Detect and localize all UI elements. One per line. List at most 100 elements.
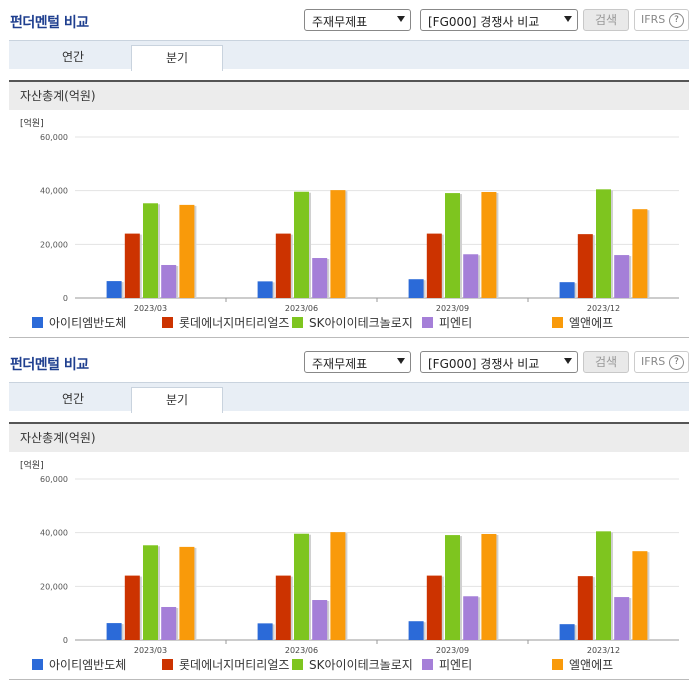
- x-tick-label: 2023/12: [587, 646, 620, 654]
- bar[interactable]: [106, 281, 122, 298]
- bar[interactable]: [408, 279, 424, 298]
- section-header: 자산총계(억원): [9, 422, 689, 452]
- compare-group-value: [FG000] 경쟁사 비교: [428, 15, 540, 29]
- compare-group-value: [FG000] 경쟁사 비교: [428, 357, 540, 371]
- bar[interactable]: [124, 233, 140, 298]
- ifrs-button[interactable]: IFRS ?: [634, 351, 689, 373]
- bar[interactable]: [614, 255, 630, 298]
- bar[interactable]: [275, 575, 291, 640]
- bar[interactable]: [257, 623, 273, 640]
- compare-group-select[interactable]: [FG000] 경쟁사 비교: [420, 9, 578, 31]
- bar[interactable]: [445, 193, 460, 298]
- panel-title: 펀더멘털 비교: [10, 15, 89, 31]
- bar[interactable]: [426, 575, 442, 640]
- bar[interactable]: [596, 531, 611, 640]
- ifrs-button[interactable]: IFRS ?: [634, 9, 689, 31]
- y-tick-label: 60,000: [40, 133, 68, 142]
- help-icon[interactable]: ?: [669, 355, 684, 370]
- bar[interactable]: [143, 545, 158, 640]
- bar[interactable]: [445, 535, 460, 640]
- x-tick-label: 2023/06: [285, 304, 318, 312]
- legend-label: 엘앤에프: [569, 316, 614, 330]
- legend-swatch: [32, 317, 43, 328]
- legend-item[interactable]: 아이티엠반도체: [32, 656, 126, 673]
- x-tick-label: 2023/09: [436, 304, 469, 312]
- legend-item[interactable]: SK아이이테크놀로지: [292, 314, 413, 331]
- bar[interactable]: [330, 190, 346, 298]
- bar[interactable]: [463, 596, 479, 640]
- statement-type-value: 주재무제표: [312, 15, 368, 29]
- bar[interactable]: [632, 209, 648, 298]
- x-tick-label: 2023/09: [436, 646, 469, 654]
- legend-swatch: [552, 659, 563, 670]
- search-button[interactable]: 검색: [583, 351, 629, 373]
- statement-type-select[interactable]: 주재무제표: [304, 351, 411, 373]
- y-tick-label: 20,000: [40, 240, 68, 249]
- bar[interactable]: [294, 191, 309, 298]
- bar[interactable]: [596, 189, 611, 298]
- period-tabs: 연간 분기: [9, 40, 689, 71]
- bar[interactable]: [179, 204, 195, 298]
- y-tick-label: 20,000: [40, 582, 68, 591]
- search-button[interactable]: 검색: [583, 9, 629, 31]
- legend-label: SK아이이테크놀로지: [309, 658, 413, 672]
- bar[interactable]: [632, 551, 648, 640]
- bar[interactable]: [179, 546, 195, 640]
- bar[interactable]: [481, 192, 497, 298]
- legend-item[interactable]: 롯데에너지머티리얼즈: [162, 656, 293, 673]
- legend-item[interactable]: 아이티엠반도체: [32, 314, 126, 331]
- legend-label: 롯데에너지머티리얼즈: [179, 316, 290, 330]
- legend-swatch: [162, 659, 173, 670]
- bar[interactable]: [426, 233, 442, 298]
- legend-item[interactable]: 엘앤에프: [552, 314, 613, 331]
- help-icon[interactable]: ?: [669, 13, 684, 28]
- legend-item[interactable]: 엘앤에프: [552, 656, 613, 673]
- legend-item[interactable]: 롯데에너지머티리얼즈: [162, 314, 293, 331]
- compare-group-select[interactable]: [FG000] 경쟁사 비교: [420, 351, 578, 373]
- y-unit-label: [억원]: [20, 459, 44, 471]
- y-tick-label: 0: [63, 636, 68, 645]
- fundamental-compare-panel: 펀더멘털 비교 주재무제표 [FG000] 경쟁사 비교 검색 IFRS ? 연…: [0, 342, 696, 684]
- tab-quarterly[interactable]: 분기: [131, 45, 223, 71]
- bar[interactable]: [577, 234, 593, 298]
- period-tabs: 연간 분기: [9, 382, 689, 413]
- bar[interactable]: [614, 597, 630, 640]
- bar[interactable]: [161, 264, 177, 298]
- statement-type-select[interactable]: 주재무제표: [304, 9, 411, 31]
- legend-label: 엘앤에프: [569, 658, 614, 672]
- tab-quarterly[interactable]: 분기: [131, 387, 223, 413]
- ifrs-label: IFRS: [641, 355, 666, 368]
- bar[interactable]: [143, 203, 158, 298]
- legend-swatch: [552, 317, 563, 328]
- section-header: 자산총계(억원): [9, 80, 689, 110]
- tab-annual[interactable]: 연간: [61, 392, 85, 406]
- legend-item[interactable]: 피엔티: [422, 656, 472, 673]
- bar[interactable]: [559, 624, 575, 640]
- bar[interactable]: [106, 623, 122, 640]
- bar[interactable]: [330, 532, 346, 640]
- legend-item[interactable]: SK아이이테크놀로지: [292, 656, 413, 673]
- x-tick-label: 2023/06: [285, 646, 318, 654]
- y-tick-label: 40,000: [40, 529, 68, 538]
- bar[interactable]: [275, 233, 291, 298]
- bar[interactable]: [577, 576, 593, 640]
- bar[interactable]: [312, 258, 328, 298]
- y-tick-label: 60,000: [40, 475, 68, 484]
- legend-item[interactable]: 피엔티: [422, 314, 472, 331]
- fundamental-compare-panel: 펀더멘털 비교 주재무제표 [FG000] 경쟁사 비교 검색 IFRS ? 연…: [9, 9, 689, 338]
- chevron-down-icon: [397, 16, 405, 22]
- bar[interactable]: [408, 621, 424, 640]
- bar[interactable]: [257, 281, 273, 298]
- bar[interactable]: [161, 606, 177, 640]
- x-tick-label: 2023/03: [134, 646, 167, 654]
- bar[interactable]: [312, 600, 328, 640]
- bar[interactable]: [559, 282, 575, 298]
- panel-title: 펀더멘털 비교: [10, 357, 89, 373]
- legend-swatch: [162, 317, 173, 328]
- tab-annual[interactable]: 연간: [61, 50, 85, 64]
- bar[interactable]: [463, 254, 479, 298]
- bar[interactable]: [294, 533, 309, 640]
- divider: [9, 337, 689, 338]
- bar[interactable]: [481, 534, 497, 640]
- bar[interactable]: [124, 575, 140, 640]
